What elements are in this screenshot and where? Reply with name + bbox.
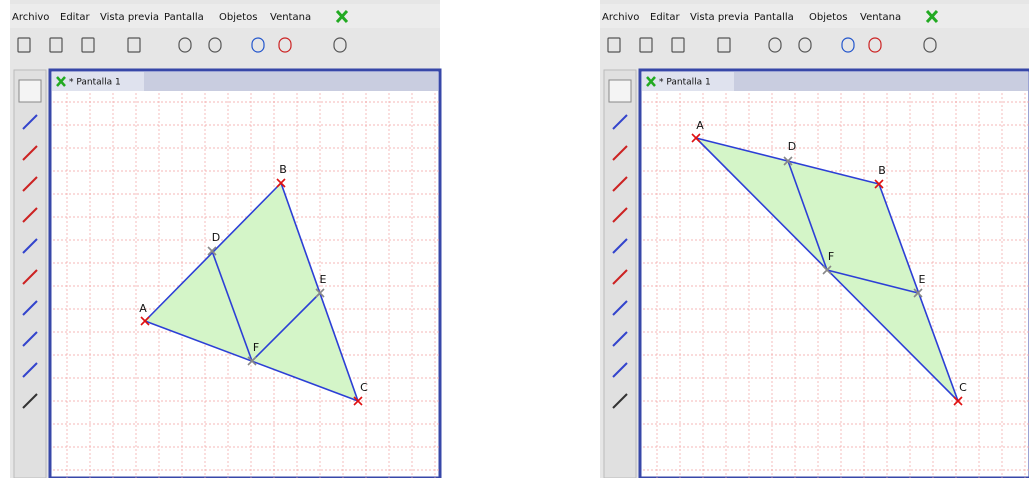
screenshot: Archivo Editar Vista previa Pantalla Objetos… bbox=[0, 0, 1029, 478]
app-window: Archivo Editar Vista previa Pantalla Objetos… bbox=[600, 0, 1029, 478]
menu-item[interactable]: Ventana bbox=[270, 12, 311, 23]
menu-item[interactable]: Objetos bbox=[219, 12, 257, 23]
menu-item[interactable]: Ventana bbox=[860, 12, 901, 23]
menu-item[interactable]: Objetos bbox=[809, 12, 847, 23]
page: {"windows": [ {"menu": ["Archivo", "Edit… bbox=[0, 0, 1029, 478]
tab-title: * Pantalla 1 bbox=[69, 78, 121, 88]
menu-item[interactable]: Pantalla bbox=[164, 12, 204, 23]
menu-item[interactable]: Archivo bbox=[602, 12, 639, 23]
menu-item[interactable]: Editar bbox=[60, 12, 90, 23]
point-label: F bbox=[253, 341, 259, 354]
pointer-tool[interactable] bbox=[609, 80, 631, 102]
tool-palette bbox=[14, 70, 46, 478]
point-label: D bbox=[212, 231, 220, 244]
app-window: Archivo Editar Vista previa Pantalla Objetos… bbox=[10, 0, 440, 478]
point-label: B bbox=[279, 163, 287, 176]
point-label: E bbox=[320, 273, 327, 286]
menu-item[interactable]: Vista previa bbox=[690, 12, 749, 23]
point-label: C bbox=[959, 381, 967, 394]
page-body: Archivo Editar Vista previa Pantalla Objetos… bbox=[0, 0, 1029, 478]
pointer-tool[interactable] bbox=[19, 80, 41, 102]
point-label: E bbox=[919, 273, 926, 286]
menu-item[interactable]: Archivo bbox=[12, 12, 49, 23]
point-label: F bbox=[828, 250, 834, 263]
point-label: D bbox=[788, 140, 796, 153]
point-label: A bbox=[696, 119, 704, 132]
point-label: A bbox=[139, 302, 147, 315]
tab-title: * Pantalla 1 bbox=[659, 78, 711, 88]
menu-item[interactable]: Editar bbox=[650, 12, 680, 23]
menu-item[interactable]: Pantalla bbox=[754, 12, 794, 23]
tool-palette bbox=[604, 70, 636, 478]
point-label: B bbox=[878, 164, 886, 177]
menu-item[interactable]: Vista previa bbox=[100, 12, 159, 23]
point-label: C bbox=[360, 381, 368, 394]
